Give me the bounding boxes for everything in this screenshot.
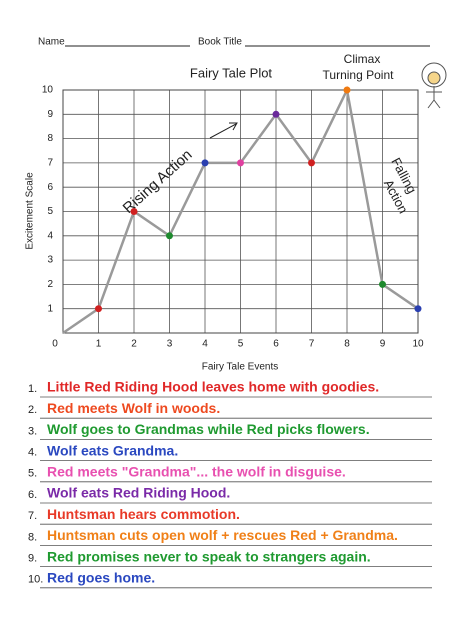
data-point [343,86,351,94]
data-point [130,208,138,215]
x-axis-label: Fairy Tale Events [202,362,279,373]
event-text: Huntsman cuts open wolf + rescues Red + … [47,527,398,543]
event-text: Red promises never to speak to strangers… [47,548,371,564]
event-text: Wolf goes to Grandmas while Red picks fl… [47,421,370,437]
x-tick-label: 6 [273,339,279,350]
chart-title: Fairy Tale Plot [190,65,273,80]
event-number: 3. [28,425,37,437]
x-tick-label: 7 [309,339,315,350]
event-text: Red goes home. [47,570,155,586]
x-tick-label: 1 [96,339,102,350]
y-tick-label: 5 [47,206,53,217]
x-tick-label: 4 [202,339,208,350]
data-point [272,110,280,118]
book-title-label: Book Title [198,37,242,48]
event-text: Wolf eats Grandma. [47,442,178,458]
event-number: 5. [28,468,37,480]
y-tick-label: 2 [47,279,53,290]
x-tick-label: 5 [238,339,244,350]
event-number: 2. [28,404,37,416]
event-number: 8. [28,531,37,543]
data-point [237,159,244,167]
event-number: 6. [28,489,37,501]
y-tick-label: 9 [47,109,53,120]
annotation: Climax [344,52,381,66]
event-text: Little Red Riding Hood leaves home with … [47,379,379,395]
x-tick-label: 2 [131,339,137,350]
data-point [95,305,102,313]
plot-frame [62,89,419,334]
y-tick-label: 3 [47,255,53,266]
event-text: Red meets "Grandma"... the wolf in disgu… [47,464,346,480]
event-number: 4. [28,447,37,459]
x-tick-label: 3 [167,339,173,350]
event-number: 10. [28,574,43,586]
data-point [166,232,173,240]
event-number: 7. [28,510,37,522]
y-tick-label: 7 [47,158,53,169]
name-label: Name [38,37,65,48]
annotation: Turning Point [323,68,395,82]
x-tick-label: 8 [344,339,350,350]
event-number: 1. [28,383,37,395]
data-point [308,159,315,167]
x-tick-label: 9 [380,339,386,350]
y-tick-label: 10 [42,85,54,96]
data-point [379,280,386,288]
event-text: Red meets Wolf in woods. [47,400,220,416]
y-tick-label: 8 [47,133,53,144]
event-number: 9. [28,553,37,565]
y-axis-label: Excitement Scale [25,172,36,250]
y-tick-label: 1 [47,303,53,314]
y-tick-label: 4 [47,230,53,241]
x-tick-label: 0 [52,339,58,350]
arrow [209,122,238,139]
data-point [414,305,422,313]
y-tick-label: 6 [47,182,53,193]
x-tick-label: 10 [412,339,424,350]
icon [421,62,447,109]
event-text: Wolf eats Red Riding Hood. [47,485,230,501]
event-text: Huntsman hears commotion. [47,506,240,522]
data-point [201,159,209,167]
